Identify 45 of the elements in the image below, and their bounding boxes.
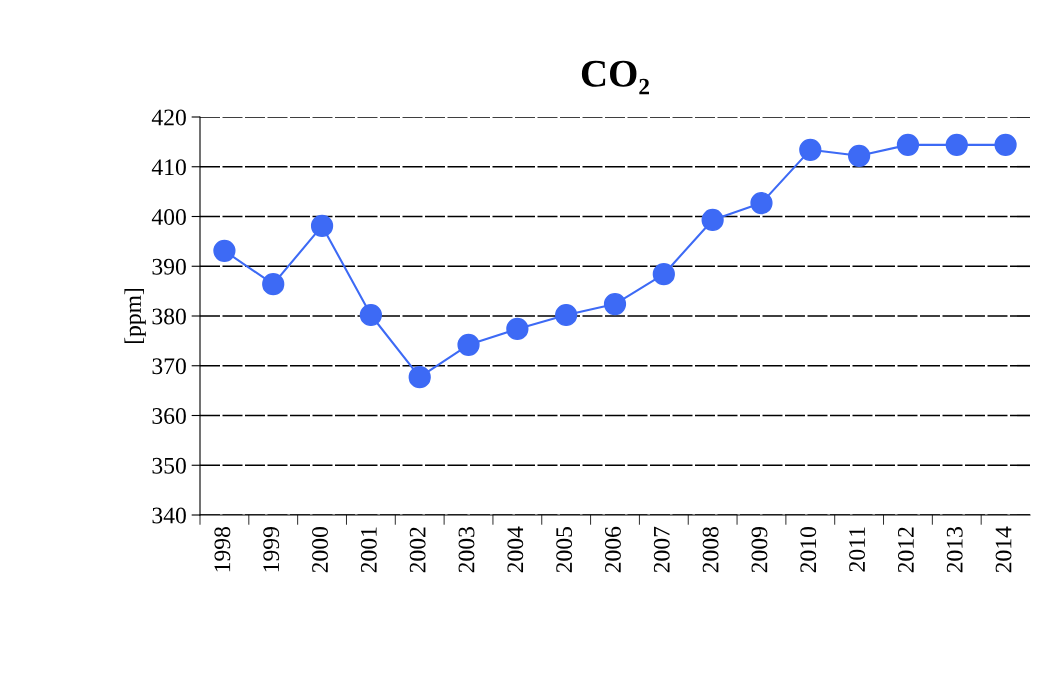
point [603, 292, 627, 316]
y-tick-label: 350 [152, 457, 186, 474]
point [994, 133, 1017, 156]
y-tick-label: 410 [151, 159, 186, 176]
x-tick-label: 2004 [507, 526, 524, 573]
point [701, 208, 724, 232]
point [799, 138, 822, 161]
y-tick-label: 380 [152, 308, 186, 325]
x-tick-label: 2005 [556, 527, 573, 573]
y-tick-label: 420 [151, 109, 186, 126]
point [359, 303, 382, 327]
point [262, 273, 285, 296]
point [555, 303, 578, 327]
x-tick-label: 2003 [458, 527, 475, 573]
x-tick-label: 2007 [653, 526, 670, 573]
point [896, 133, 920, 156]
point [945, 133, 968, 156]
point [848, 144, 871, 167]
y-axis-title: [ppm] [124, 288, 146, 344]
x-tick-label: 2002 [409, 527, 426, 573]
point [506, 317, 529, 341]
x-tick-label: 1999 [263, 527, 280, 572]
y-tick-label: 390 [152, 258, 186, 275]
y-tick-label: 370 [152, 358, 186, 375]
x-tick-label: 2008 [702, 527, 719, 573]
point [457, 333, 480, 356]
x-tick-label: 2006 [604, 526, 621, 573]
x-tick-label: 1998 [214, 527, 231, 572]
x-tick-label: 2013 [946, 527, 963, 573]
x-tick-label: 2009 [751, 527, 768, 573]
point [750, 191, 773, 215]
point [652, 263, 675, 286]
point [310, 214, 334, 238]
x-tick-label: 2012 [897, 527, 914, 573]
x-tick-label: 2011 [849, 527, 866, 572]
x-tick-label: 2000 [312, 527, 328, 573]
x-tick-label: 2010 [800, 527, 817, 573]
x-tick-label: 2014 [995, 526, 1012, 573]
point [213, 239, 236, 262]
y-tick-label: 340 [152, 507, 186, 524]
y-tick-label: 400 [151, 208, 186, 225]
x-tick-label: 2001 [360, 527, 377, 573]
point [408, 366, 431, 389]
chart-title: CO₂ [581, 60, 650, 95]
y-tick-label: 360 [152, 407, 186, 424]
